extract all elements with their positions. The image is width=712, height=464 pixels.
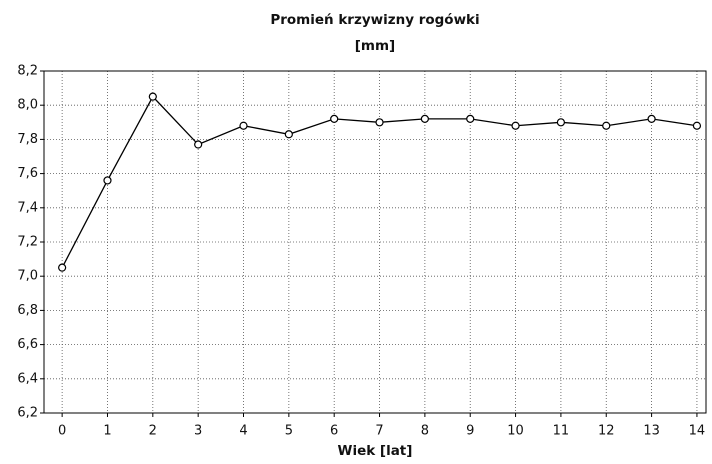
x-tick-label: 2 <box>149 424 157 439</box>
x-tick-label: 14 <box>689 424 706 439</box>
data-point <box>239 121 248 130</box>
x-tick-label: 3 <box>194 424 202 439</box>
x-tick-label: 11 <box>553 424 570 439</box>
x-tick-label: 0 <box>58 424 66 439</box>
data-point <box>602 121 611 130</box>
data-point <box>284 130 293 139</box>
y-tick-label: 6,4 <box>17 371 38 386</box>
data-point <box>692 121 702 130</box>
y-tick-label: 8,2 <box>17 64 38 79</box>
x-tick-label: 5 <box>285 424 293 439</box>
x-tick-label: 13 <box>643 424 660 439</box>
y-tick-label: 6,2 <box>17 406 38 421</box>
data-point <box>103 176 112 185</box>
y-tick-label: 7,4 <box>17 200 38 215</box>
data-point <box>58 263 67 272</box>
y-tick-label: 7,0 <box>17 269 38 284</box>
data-point <box>647 114 656 123</box>
data-point <box>466 114 475 123</box>
x-tick-label: 10 <box>507 424 524 439</box>
y-tick-label: 8,0 <box>17 98 38 113</box>
y-tick-label: 7,6 <box>17 166 38 181</box>
chart-subtitle: [mm] <box>355 38 395 54</box>
x-tick-label: 1 <box>103 424 111 439</box>
plot-frame <box>43 70 707 414</box>
x-tick-label: 9 <box>466 424 474 439</box>
x-tick-label: 4 <box>239 424 247 439</box>
data-point <box>330 114 339 123</box>
data-point <box>375 118 384 127</box>
y-tick-label: 7,8 <box>17 132 38 147</box>
data-point <box>556 118 566 127</box>
x-tick-label: 7 <box>375 424 383 439</box>
y-tick-label: 6,6 <box>17 337 38 352</box>
chart-title: Promień krzywizny rogówki <box>270 12 479 28</box>
x-tick-label: 8 <box>421 424 429 439</box>
x-axis-label: Wiek [lat] <box>338 443 413 459</box>
x-tick-label: 12 <box>598 424 615 439</box>
y-tick-label: 6,8 <box>17 303 38 318</box>
y-tick-label: 7,2 <box>17 235 38 250</box>
x-tick-label: 6 <box>330 424 338 439</box>
data-point <box>420 114 429 123</box>
data-point <box>194 140 203 149</box>
data-point <box>148 92 157 101</box>
data-point <box>511 121 520 130</box>
